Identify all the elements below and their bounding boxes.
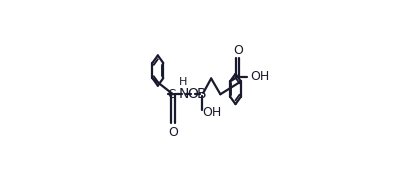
Text: H: H bbox=[179, 77, 188, 87]
Text: N: N bbox=[178, 87, 189, 101]
Text: O: O bbox=[187, 87, 198, 101]
Text: O: O bbox=[168, 126, 178, 139]
Text: OH: OH bbox=[250, 70, 270, 83]
Text: O: O bbox=[233, 44, 243, 57]
Text: C: C bbox=[168, 88, 176, 101]
Text: B: B bbox=[197, 87, 207, 101]
Text: OH: OH bbox=[203, 106, 222, 119]
